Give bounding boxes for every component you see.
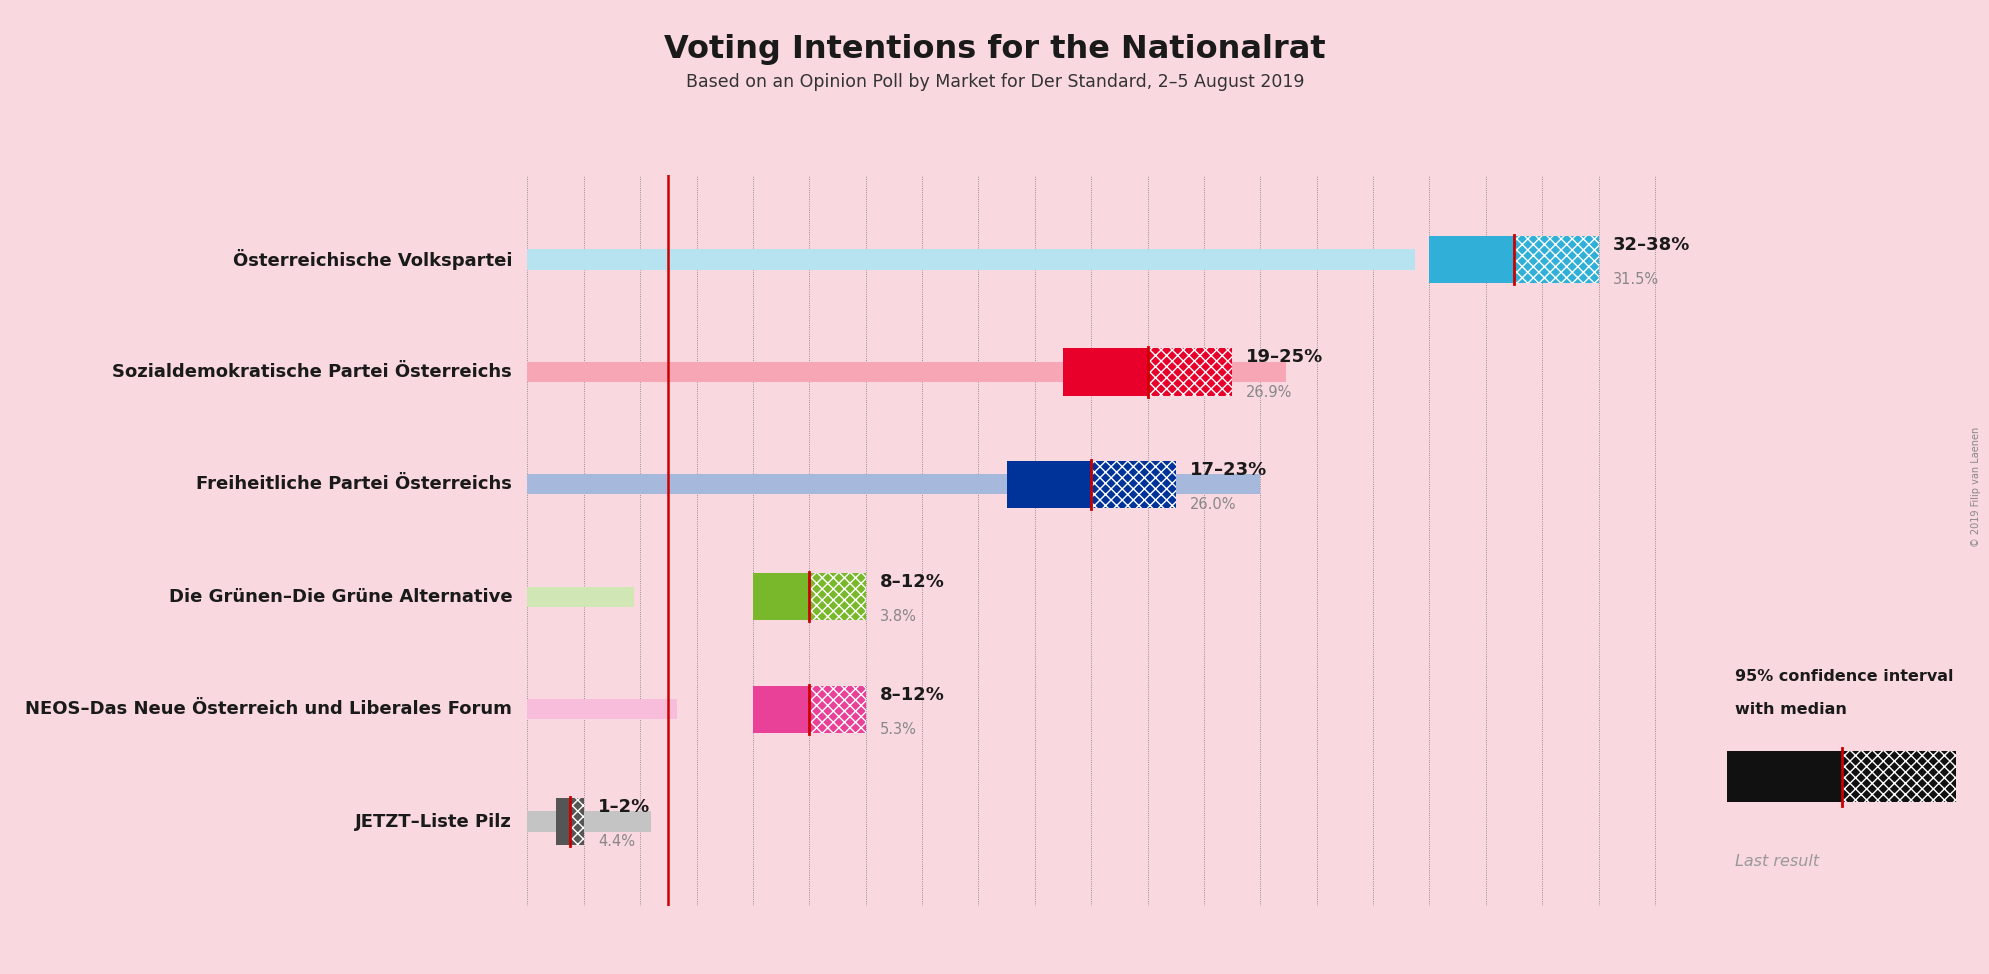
Bar (527, 811, 650, 832)
Bar (1006, 461, 1175, 508)
Text: 4.4%: 4.4% (597, 835, 634, 849)
Bar (752, 686, 810, 732)
Bar (1842, 751, 1955, 803)
Text: JETZT–Liste Pilz: JETZT–Liste Pilz (356, 812, 511, 831)
Bar (1062, 349, 1231, 395)
Bar (752, 686, 865, 732)
Text: NEOS–Das Neue Österreich und Liberales Forum: NEOS–Das Neue Österreich und Liberales F… (26, 700, 511, 718)
Text: 3.8%: 3.8% (879, 610, 917, 624)
Bar (752, 573, 810, 620)
Text: © 2019 Filip van Laenen: © 2019 Filip van Laenen (1969, 427, 1981, 547)
Bar (527, 474, 1259, 495)
Bar (527, 362, 1285, 382)
Bar (1428, 236, 1597, 283)
Bar (527, 586, 634, 607)
Text: 5.3%: 5.3% (879, 722, 917, 737)
Bar (752, 686, 865, 732)
Bar (752, 573, 865, 620)
Bar (555, 798, 569, 845)
Text: 32–38%: 32–38% (1611, 236, 1689, 254)
Bar (1006, 461, 1090, 508)
Bar (1428, 236, 1597, 283)
Text: Die Grünen–Die Grüne Alternative: Die Grünen–Die Grüne Alternative (169, 587, 511, 606)
Text: Sozialdemokratische Partei Österreichs: Sozialdemokratische Partei Österreichs (111, 363, 511, 381)
Text: 8–12%: 8–12% (879, 686, 945, 703)
Bar (1428, 236, 1514, 283)
Text: 19–25%: 19–25% (1245, 349, 1323, 366)
Text: 31.5%: 31.5% (1611, 273, 1659, 287)
Text: Based on an Opinion Poll by Market for Der Standard, 2–5 August 2019: Based on an Opinion Poll by Market for D… (686, 73, 1303, 91)
Bar (555, 798, 583, 845)
Text: 8–12%: 8–12% (879, 573, 945, 591)
Text: Freiheitliche Partei Österreichs: Freiheitliche Partei Österreichs (197, 475, 511, 494)
Text: Österreichische Volkspartei: Österreichische Volkspartei (233, 249, 511, 270)
Bar (527, 249, 1414, 270)
Text: 26.0%: 26.0% (1189, 497, 1235, 512)
Text: 17–23%: 17–23% (1189, 461, 1267, 479)
Bar (555, 798, 583, 845)
Text: Voting Intentions for the Nationalrat: Voting Intentions for the Nationalrat (664, 34, 1325, 65)
Text: 95% confidence interval: 95% confidence interval (1734, 669, 1953, 685)
Bar (1006, 461, 1175, 508)
Text: with median: with median (1734, 701, 1846, 717)
Bar (1726, 751, 1842, 803)
Bar (1062, 349, 1148, 395)
Bar (527, 699, 676, 719)
Bar (752, 573, 865, 620)
Text: Last result: Last result (1734, 854, 1818, 870)
Text: 26.9%: 26.9% (1245, 385, 1293, 399)
Text: 1–2%: 1–2% (597, 798, 650, 816)
Bar (1062, 349, 1231, 395)
